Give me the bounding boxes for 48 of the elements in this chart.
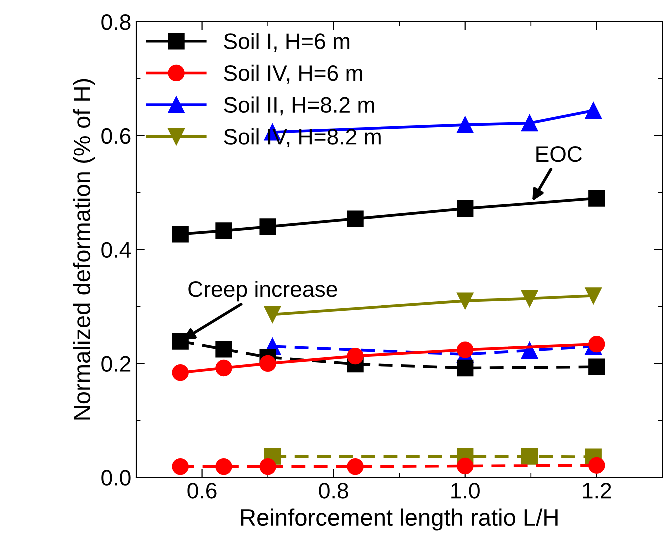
point [216, 458, 232, 476]
annotation: EOC [536, 146, 582, 162]
point [172, 333, 189, 350]
legend-label: Soil IV, H=8.2 m [224, 128, 381, 148]
point [264, 306, 281, 324]
y-tick-label: 0.4 [102, 242, 132, 258]
x-axis-title: Reinforcement length ratio L/H [241, 508, 558, 531]
y-axis-title: Normalized deformation (% of H) [73, 79, 96, 420]
legend-label: Soil I, H=6 m [224, 33, 350, 52]
point [588, 457, 606, 474]
legend-label: Soil IV, H=6 m [224, 64, 362, 84]
point [260, 355, 276, 372]
x-tick-label: 1.2 [583, 483, 612, 499]
point [172, 226, 189, 243]
point [521, 290, 538, 308]
point [457, 458, 474, 475]
point [172, 364, 189, 382]
point [585, 288, 602, 304]
point [172, 458, 189, 476]
point [260, 218, 276, 236]
point [585, 102, 602, 120]
point [588, 190, 606, 207]
point [457, 200, 474, 218]
point [521, 115, 538, 132]
point [347, 458, 364, 476]
point [457, 116, 474, 134]
point [347, 348, 364, 365]
point [216, 222, 232, 240]
y-tick-label: 0.2 [102, 356, 131, 372]
y-tick-label: 0.0 [102, 470, 131, 486]
legend-label: Soil II, H=8.2 m [224, 96, 374, 116]
point [588, 358, 606, 376]
point [457, 292, 474, 310]
y-tick-label: 0.8 [102, 14, 131, 30]
annotation: Creep increase [188, 280, 338, 302]
point [347, 210, 364, 228]
y-tick-label: 0.6 [102, 128, 131, 144]
point [588, 336, 606, 353]
point [457, 342, 474, 358]
x-tick-label: 0.8 [319, 483, 348, 499]
x-tick-label: 0.6 [188, 483, 217, 499]
x-tick-label: 1.0 [452, 483, 480, 499]
point [216, 360, 232, 377]
point [260, 458, 276, 476]
point [521, 342, 538, 359]
point [216, 341, 232, 358]
point [457, 360, 474, 377]
point [521, 448, 538, 465]
